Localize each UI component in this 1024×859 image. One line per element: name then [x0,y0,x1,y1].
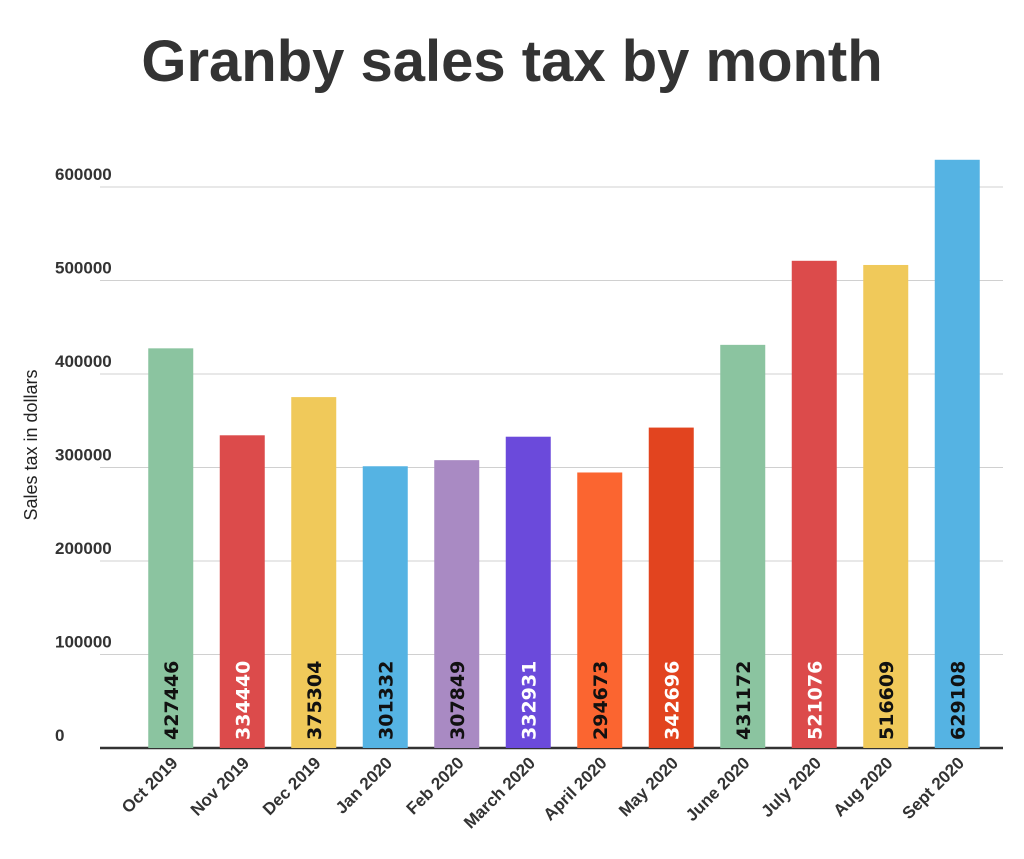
data-label: 431172 [733,661,755,740]
bar [362,466,408,748]
y-tick-label: 300000 [55,446,112,465]
bar [577,472,623,748]
chart-title: Granby sales tax by month [141,29,883,94]
x-tick-label: June 2020 [682,753,754,825]
bar [791,260,837,748]
x-tick-label: Nov 2019 [187,753,253,819]
y-tick-label: 100000 [55,633,112,652]
data-label: 332931 [518,661,540,740]
y-axis-label: Sales tax in dollars [21,369,41,520]
x-tick-label: Jan 2020 [332,753,396,817]
y-tick-label: 400000 [55,352,112,371]
data-label: 521076 [804,661,826,740]
x-tick-label: Dec 2019 [259,753,325,819]
data-label: 307849 [447,661,469,740]
data-label: 375304 [304,661,326,740]
bar [291,397,337,748]
bar [219,435,265,748]
bar [434,460,480,748]
data-label: 342696 [661,661,683,740]
bar [148,348,194,748]
y-tick-label: 0 [55,726,64,745]
bar [648,427,694,748]
data-label: 301332 [375,661,397,740]
y-tick-label: 600000 [55,165,112,184]
y-tick-label: 500000 [55,259,112,278]
x-tick-label: Feb 2020 [403,753,468,818]
x-tick-label: July 2020 [758,753,826,821]
bar [863,264,909,748]
bar [934,159,980,748]
x-tick-label: March 2020 [460,753,539,832]
x-tick-label: Oct 2019 [118,753,182,817]
data-label: 294673 [590,661,612,740]
y-tick-label: 200000 [55,539,112,558]
data-label: 629108 [947,661,969,740]
data-label: 427446 [161,661,183,740]
data-label: 334440 [232,661,254,740]
x-tick-label: May 2020 [615,753,682,820]
bar [720,344,766,748]
x-tick-label: Sept 2020 [899,753,969,823]
data-label: 516609 [876,661,898,740]
x-tick-label: April 2020 [540,753,611,824]
bar [505,436,551,748]
x-tick-label: Aug 2020 [830,753,897,820]
